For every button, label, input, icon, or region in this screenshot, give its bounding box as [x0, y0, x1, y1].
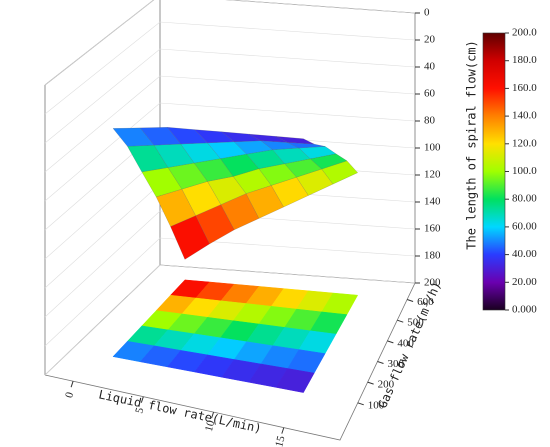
- grid-line: [44, 0, 416, 86]
- y-tick-label: 400: [397, 337, 414, 349]
- colorbar-tick-label: 180.0: [512, 54, 537, 66]
- z-tick-label: 160: [424, 223, 441, 235]
- y-tick: [377, 361, 384, 364]
- z-tick-label: 120: [424, 169, 441, 181]
- y-tick-label: 100: [368, 399, 385, 411]
- y-tick: [406, 299, 414, 303]
- box-edge: [44, 0, 416, 86]
- z-tick-label: 60: [424, 88, 436, 100]
- z-tick-label: 20: [424, 34, 436, 46]
- z-tick-label: 140: [424, 196, 441, 208]
- x-tick-label: 10: [203, 419, 218, 433]
- grid-line: [44, 102, 416, 202]
- y-tick: [367, 381, 374, 385]
- y-tick: [357, 402, 364, 406]
- x-tick-label: 15: [273, 434, 288, 447]
- x-tick-label: 5: [133, 406, 146, 415]
- x-tick: [70, 381, 74, 388]
- z-tick-label: 0: [424, 7, 430, 19]
- surface-cell: [298, 146, 337, 160]
- z-tick-label: 80: [424, 115, 436, 127]
- x-tick: [140, 396, 144, 403]
- y-tick: [387, 340, 394, 344]
- z-tick-label: 180: [424, 250, 441, 262]
- y-tick-label: 600: [417, 296, 434, 308]
- colorbar-tick-label: 120.0: [512, 137, 537, 149]
- x-tick: [281, 427, 285, 434]
- grid-line: [44, 48, 416, 144]
- z-tick-label: 40: [424, 61, 436, 73]
- surface-cell: [321, 160, 359, 185]
- x-axis-title: Liquid flow rate(L/min): [97, 387, 262, 435]
- colorbar-tick-label: 160.0: [512, 82, 537, 94]
- y-tick-label: 200: [378, 379, 395, 391]
- y-tick: [397, 319, 404, 323]
- surface-cell: [276, 136, 315, 145]
- plot-area: [112, 127, 359, 393]
- x-tick-label: 0: [63, 390, 76, 399]
- z-tick-label: 200: [424, 277, 441, 289]
- colorbar-tick-label: 140.0: [512, 110, 537, 122]
- grid-line: [44, 75, 416, 173]
- colorbar-tick-label: 100.0: [512, 165, 537, 177]
- grid-line: [44, 237, 416, 347]
- y-tick-label: 300: [388, 358, 405, 370]
- colorbar-tick-label: 40.00: [512, 248, 537, 260]
- grid-line: [44, 210, 416, 318]
- colorbar-tick-label: 20.00: [512, 276, 537, 288]
- colorbar-tick-label: 60.00: [512, 220, 537, 232]
- colorbar: [482, 32, 506, 311]
- x-tick: [211, 411, 215, 419]
- colorbar-tick-label: 80.00: [512, 193, 537, 205]
- surface-cell: [287, 142, 326, 149]
- surface-cell: [309, 153, 348, 170]
- colorbar-tick-label: 200.0: [512, 27, 537, 39]
- colorbar-tick-label: 0.000: [512, 304, 537, 316]
- projection-cell: [275, 368, 315, 393]
- z-axis-title: The length of spiral flow(cm): [465, 40, 479, 250]
- grid-line: [44, 21, 416, 115]
- grid-line: [44, 264, 416, 376]
- axes-box: 0 20 40 60 80 100 120 140 160 180 200 0 5 10 15 100 200 3…: [44, 0, 441, 447]
- z-tick-label: 100: [424, 142, 441, 154]
- y-tick-label: 500: [407, 317, 424, 329]
